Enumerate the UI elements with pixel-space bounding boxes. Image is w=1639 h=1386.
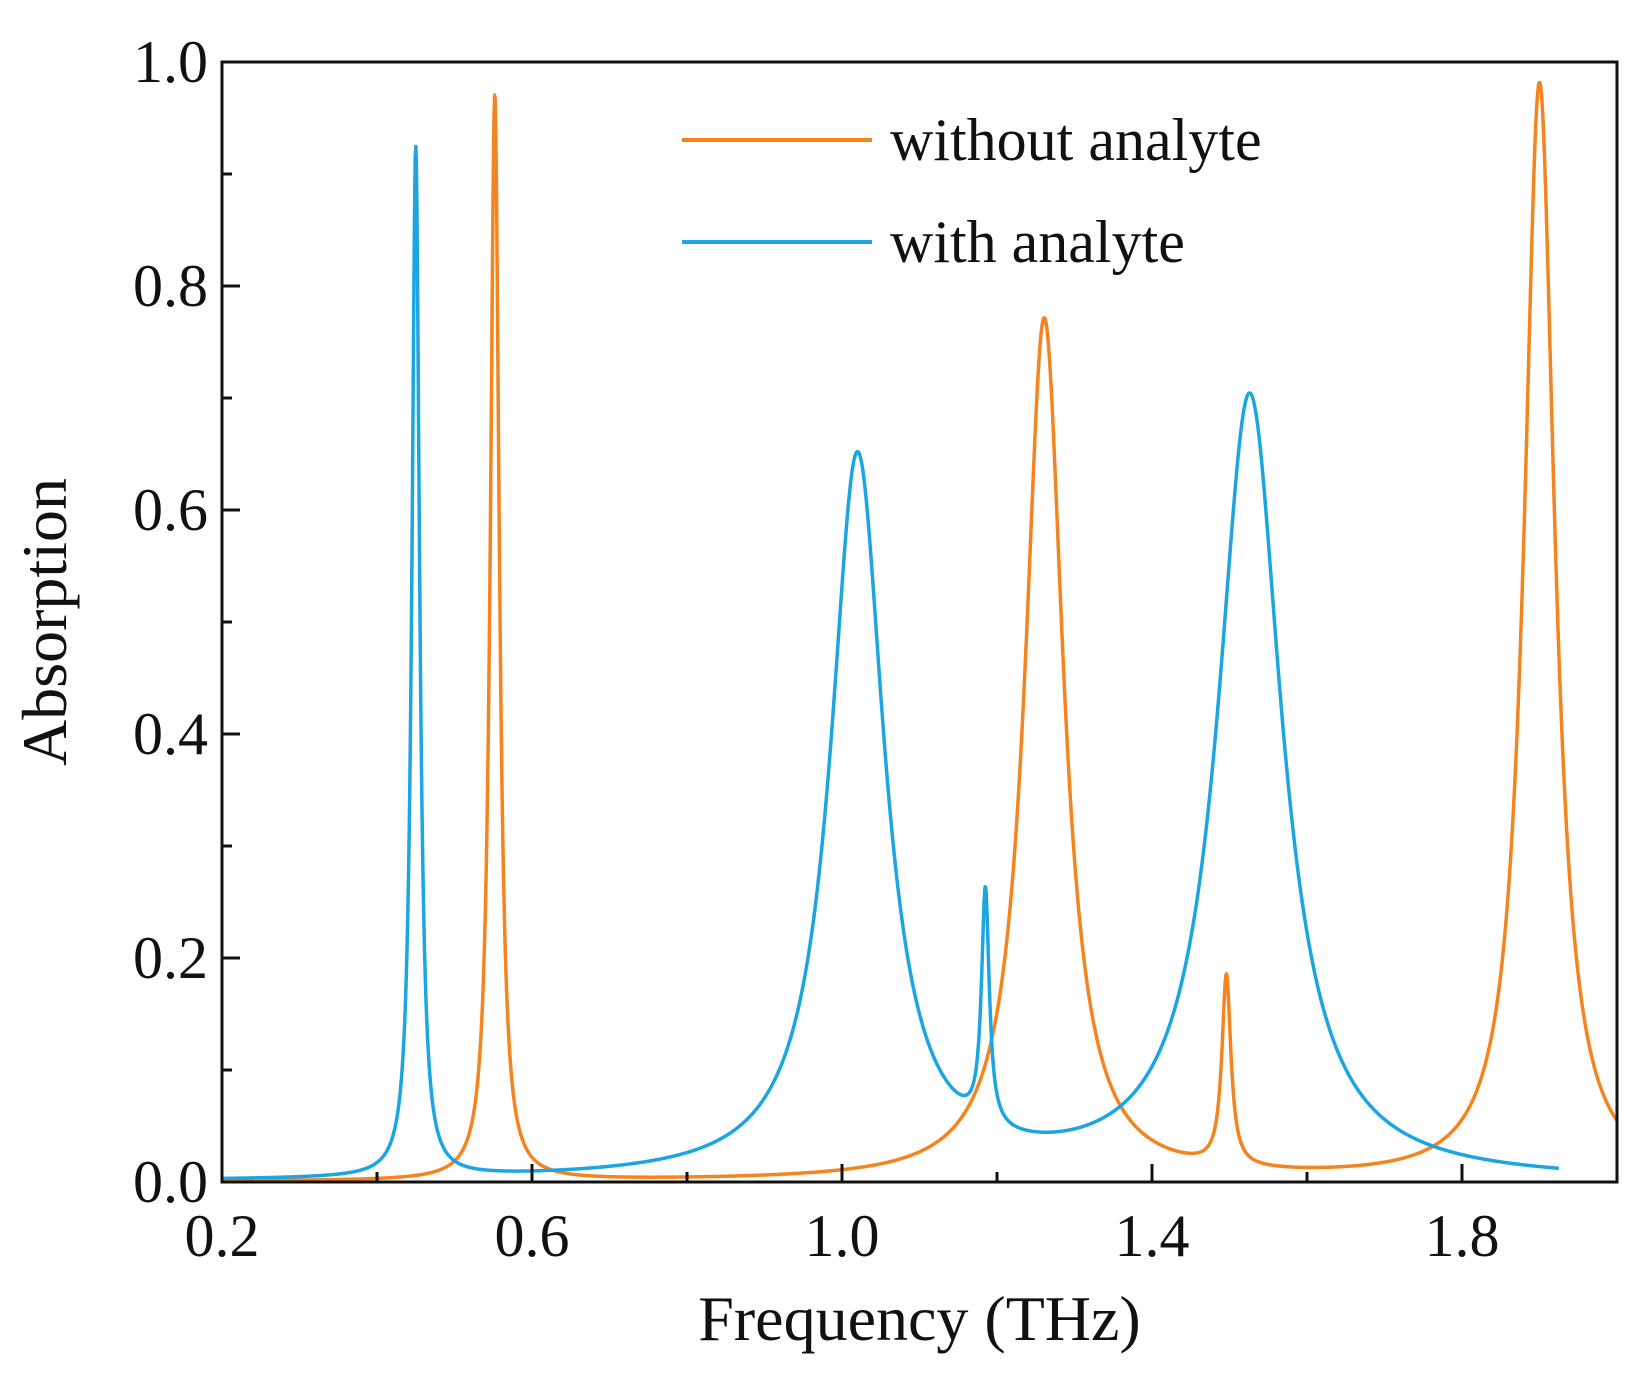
y-tick-label: 0.0	[133, 1149, 208, 1215]
tick-labels: 0.2 0.6 1.0 1.4 1.80.00.20.40.60.81.0	[133, 29, 1500, 1269]
y-tick-label: 0.8	[133, 253, 208, 319]
x-tick-label: 1.0	[805, 1203, 880, 1269]
legend-label-with-analyte: with analyte	[890, 209, 1185, 275]
y-tick-label: 0.2	[133, 925, 208, 991]
series-layer	[220, 80, 1619, 1183]
x-tick-label: 0.6	[495, 1203, 570, 1269]
x-axis-title: Frequency (THz)	[698, 1283, 1140, 1354]
x-tick-label: 0.2	[185, 1203, 260, 1269]
y-tick-label: 1.0	[133, 29, 208, 95]
x-tick-label: 1.4	[1115, 1203, 1190, 1269]
x-tick-label: 1.8	[1425, 1203, 1500, 1269]
legend: without analyte with analyte	[682, 107, 1262, 275]
axis-ticks	[220, 60, 1464, 1184]
y-tick-label: 0.4	[133, 701, 208, 767]
y-tick-label: 0.6	[133, 477, 208, 543]
legend-label-without-analyte: without analyte	[890, 107, 1262, 173]
series-line-with-analyte	[220, 144, 1561, 1181]
y-axis-title: Absorption	[9, 478, 80, 766]
